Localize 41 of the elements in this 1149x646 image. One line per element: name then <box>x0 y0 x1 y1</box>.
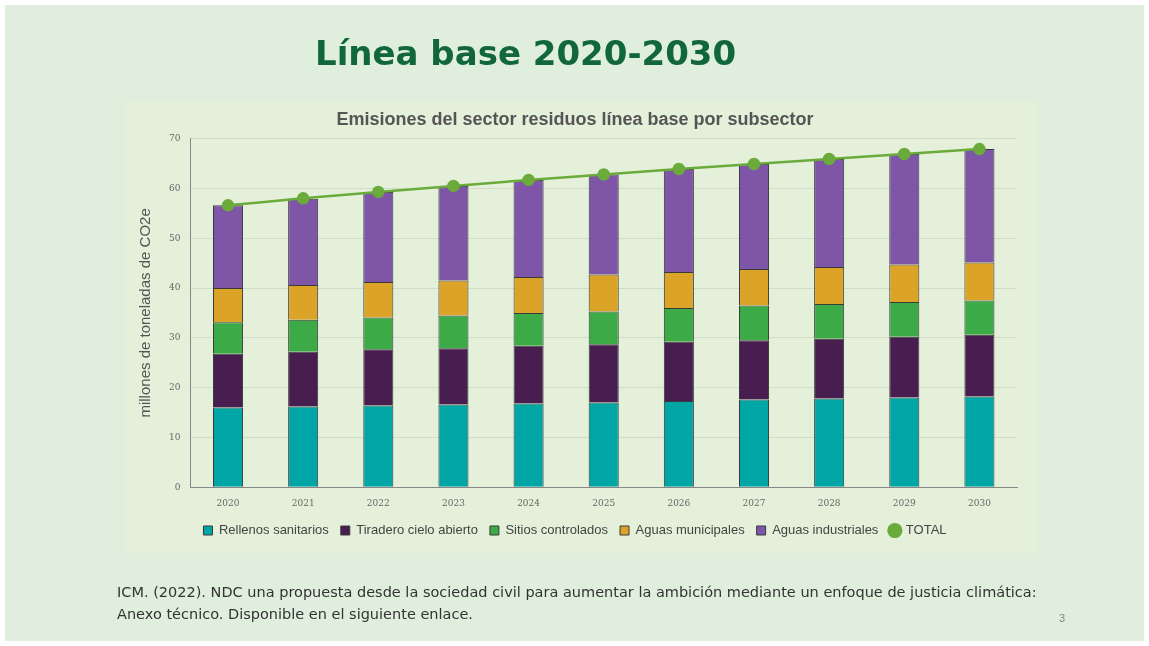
x-tick-label: 2024 <box>517 497 541 508</box>
y-tick-label: 30 <box>169 332 181 343</box>
legend-label: Rellenos sanitarios <box>218 522 330 538</box>
point <box>973 142 986 156</box>
y-tick-label: 50 <box>169 232 181 243</box>
x-tick-label: 2026 <box>667 497 691 508</box>
point <box>747 157 761 171</box>
y-tick-label: 60 <box>169 182 181 193</box>
legend-label: Aguas municipales <box>635 522 746 538</box>
x-tick-label: 2030 <box>967 497 992 508</box>
x-tick-label: 2028 <box>817 497 841 508</box>
point <box>372 185 385 199</box>
text: ICM. (2022). NDC una propuesta desde la sociedad civil para aumentar la ambición mediante un enfoque de justicia climática: Anexo técnico. Disponible en el siguiente enlace. <box>117 583 1037 624</box>
legend-label: Aguas industriales <box>772 522 879 538</box>
point <box>822 152 836 166</box>
point <box>447 179 460 193</box>
point <box>522 173 535 187</box>
point <box>597 168 610 181</box>
y-tick-label: 70 <box>169 132 181 143</box>
y-tick-label: 10 <box>169 431 181 442</box>
point <box>296 192 310 205</box>
x-tick-label: 2029 <box>892 497 917 508</box>
chart-subtitle: Emisiones del sector residuos línea base por subsector <box>336 108 814 129</box>
point <box>672 162 686 176</box>
x-tick-label: 2021 <box>291 497 315 508</box>
point <box>898 147 911 161</box>
y-tick-label: 40 <box>169 282 181 293</box>
y-tick-label: 20 <box>169 381 181 392</box>
x-tick-label: 2020 <box>216 497 240 508</box>
x-tick-label: 2027 <box>742 497 766 508</box>
y-tick-label: 0 <box>174 481 181 492</box>
y-axis-title: millones de toneladas de CO2e <box>136 208 154 418</box>
point <box>221 199 235 212</box>
legend-label: TOTAL <box>905 522 947 538</box>
x-tick-label: 2023 <box>441 497 466 508</box>
x-tick-label: 2022 <box>366 497 390 508</box>
chart-title: Línea base 2020-2030 <box>315 33 737 73</box>
x-tick-label: 2025 <box>592 497 616 508</box>
legend-label: Tiradero cielo abierto <box>356 522 478 538</box>
text: 3 <box>1059 612 1066 624</box>
legend-label: Sitios controlados <box>505 522 609 538</box>
